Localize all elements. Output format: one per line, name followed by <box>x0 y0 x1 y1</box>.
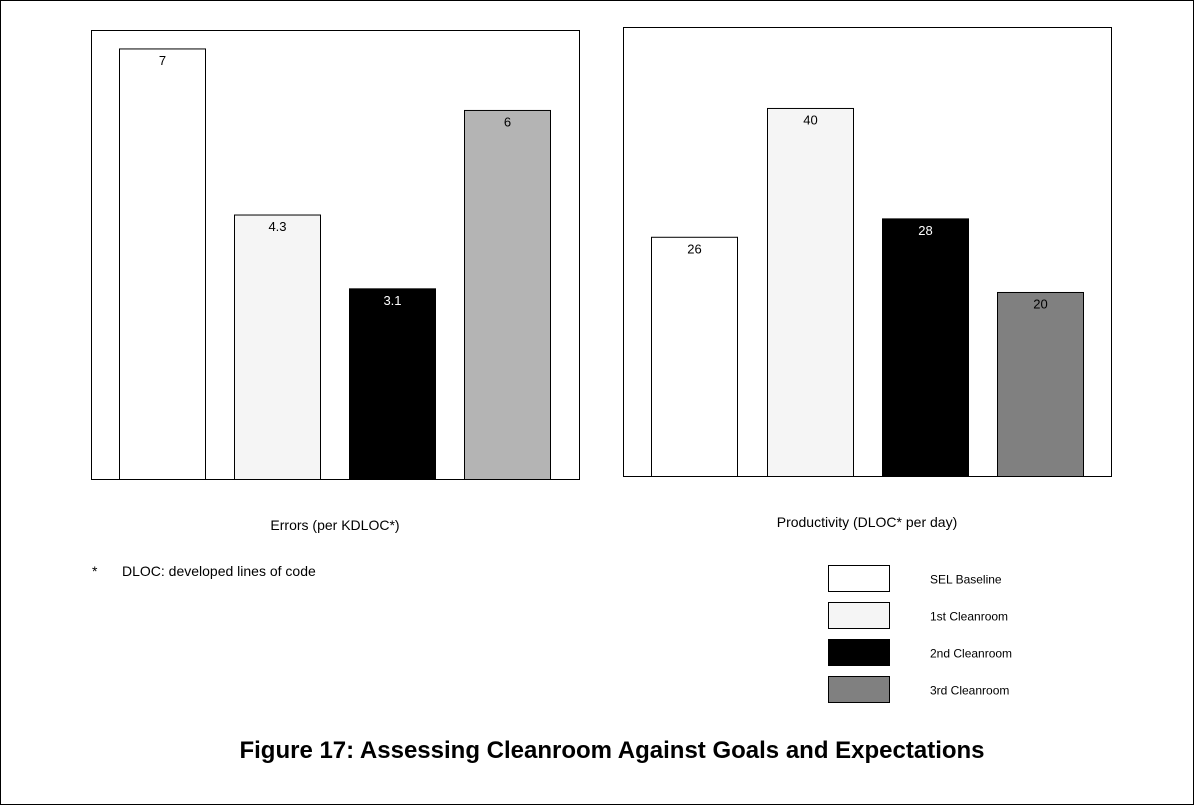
errors-bars: 7 4.3 3.1 6 <box>119 48 551 481</box>
errors-bar-4 <box>464 109 551 481</box>
errors-value-label-2: 4.3 <box>268 219 286 234</box>
productivity-chart: 26 40 28 20 Productivity (DLOC* per day) <box>623 27 1112 530</box>
errors-chart: 7 4.3 3.1 6 Errors (per KDLOC*) <box>91 30 580 533</box>
errors-bar-1 <box>119 48 206 480</box>
legend-label-4: 3rd Cleanroom <box>930 684 1009 698</box>
productivity-value-label-2: 40 <box>803 112 817 127</box>
productivity-bar-4 <box>997 291 1084 477</box>
footnote-marker: * <box>92 563 98 579</box>
legend: SEL Baseline 1st Cleanroom 2nd Cleanroom 3r… <box>828 565 1012 703</box>
figure-caption: Figure 17: Assessing Cleanroom Against G… <box>239 737 984 764</box>
productivity-bar-1 <box>651 236 738 477</box>
errors-value-label-3: 3.1 <box>383 293 401 308</box>
legend-swatch-2 <box>828 602 890 629</box>
productivity-bar-2 <box>767 107 854 477</box>
legend-swatch-1 <box>828 565 890 592</box>
legend-swatch-4 <box>828 676 890 703</box>
legend-label-1: SEL Baseline <box>930 573 1002 587</box>
productivity-value-label-4: 20 <box>1033 296 1047 311</box>
productivity-bar-3 <box>882 218 969 477</box>
errors-x-axis-label: Errors (per KDLOC*) <box>270 517 399 533</box>
errors-bar-3 <box>349 288 436 480</box>
productivity-bars: 26 40 28 20 <box>651 107 1084 477</box>
errors-bar-2 <box>234 214 321 481</box>
legend-label-2: 1st Cleanroom <box>930 610 1008 624</box>
productivity-x-axis-label: Productivity (DLOC* per day) <box>777 514 958 530</box>
errors-value-label-4: 6 <box>504 114 511 129</box>
footnote-text: DLOC: developed lines of code <box>122 563 316 579</box>
legend-swatch-3 <box>828 639 890 666</box>
productivity-value-label-3: 28 <box>918 223 932 238</box>
legend-label-3: 2nd Cleanroom <box>930 647 1012 661</box>
productivity-value-label-1: 26 <box>687 241 701 256</box>
errors-value-label-1: 7 <box>159 53 166 68</box>
